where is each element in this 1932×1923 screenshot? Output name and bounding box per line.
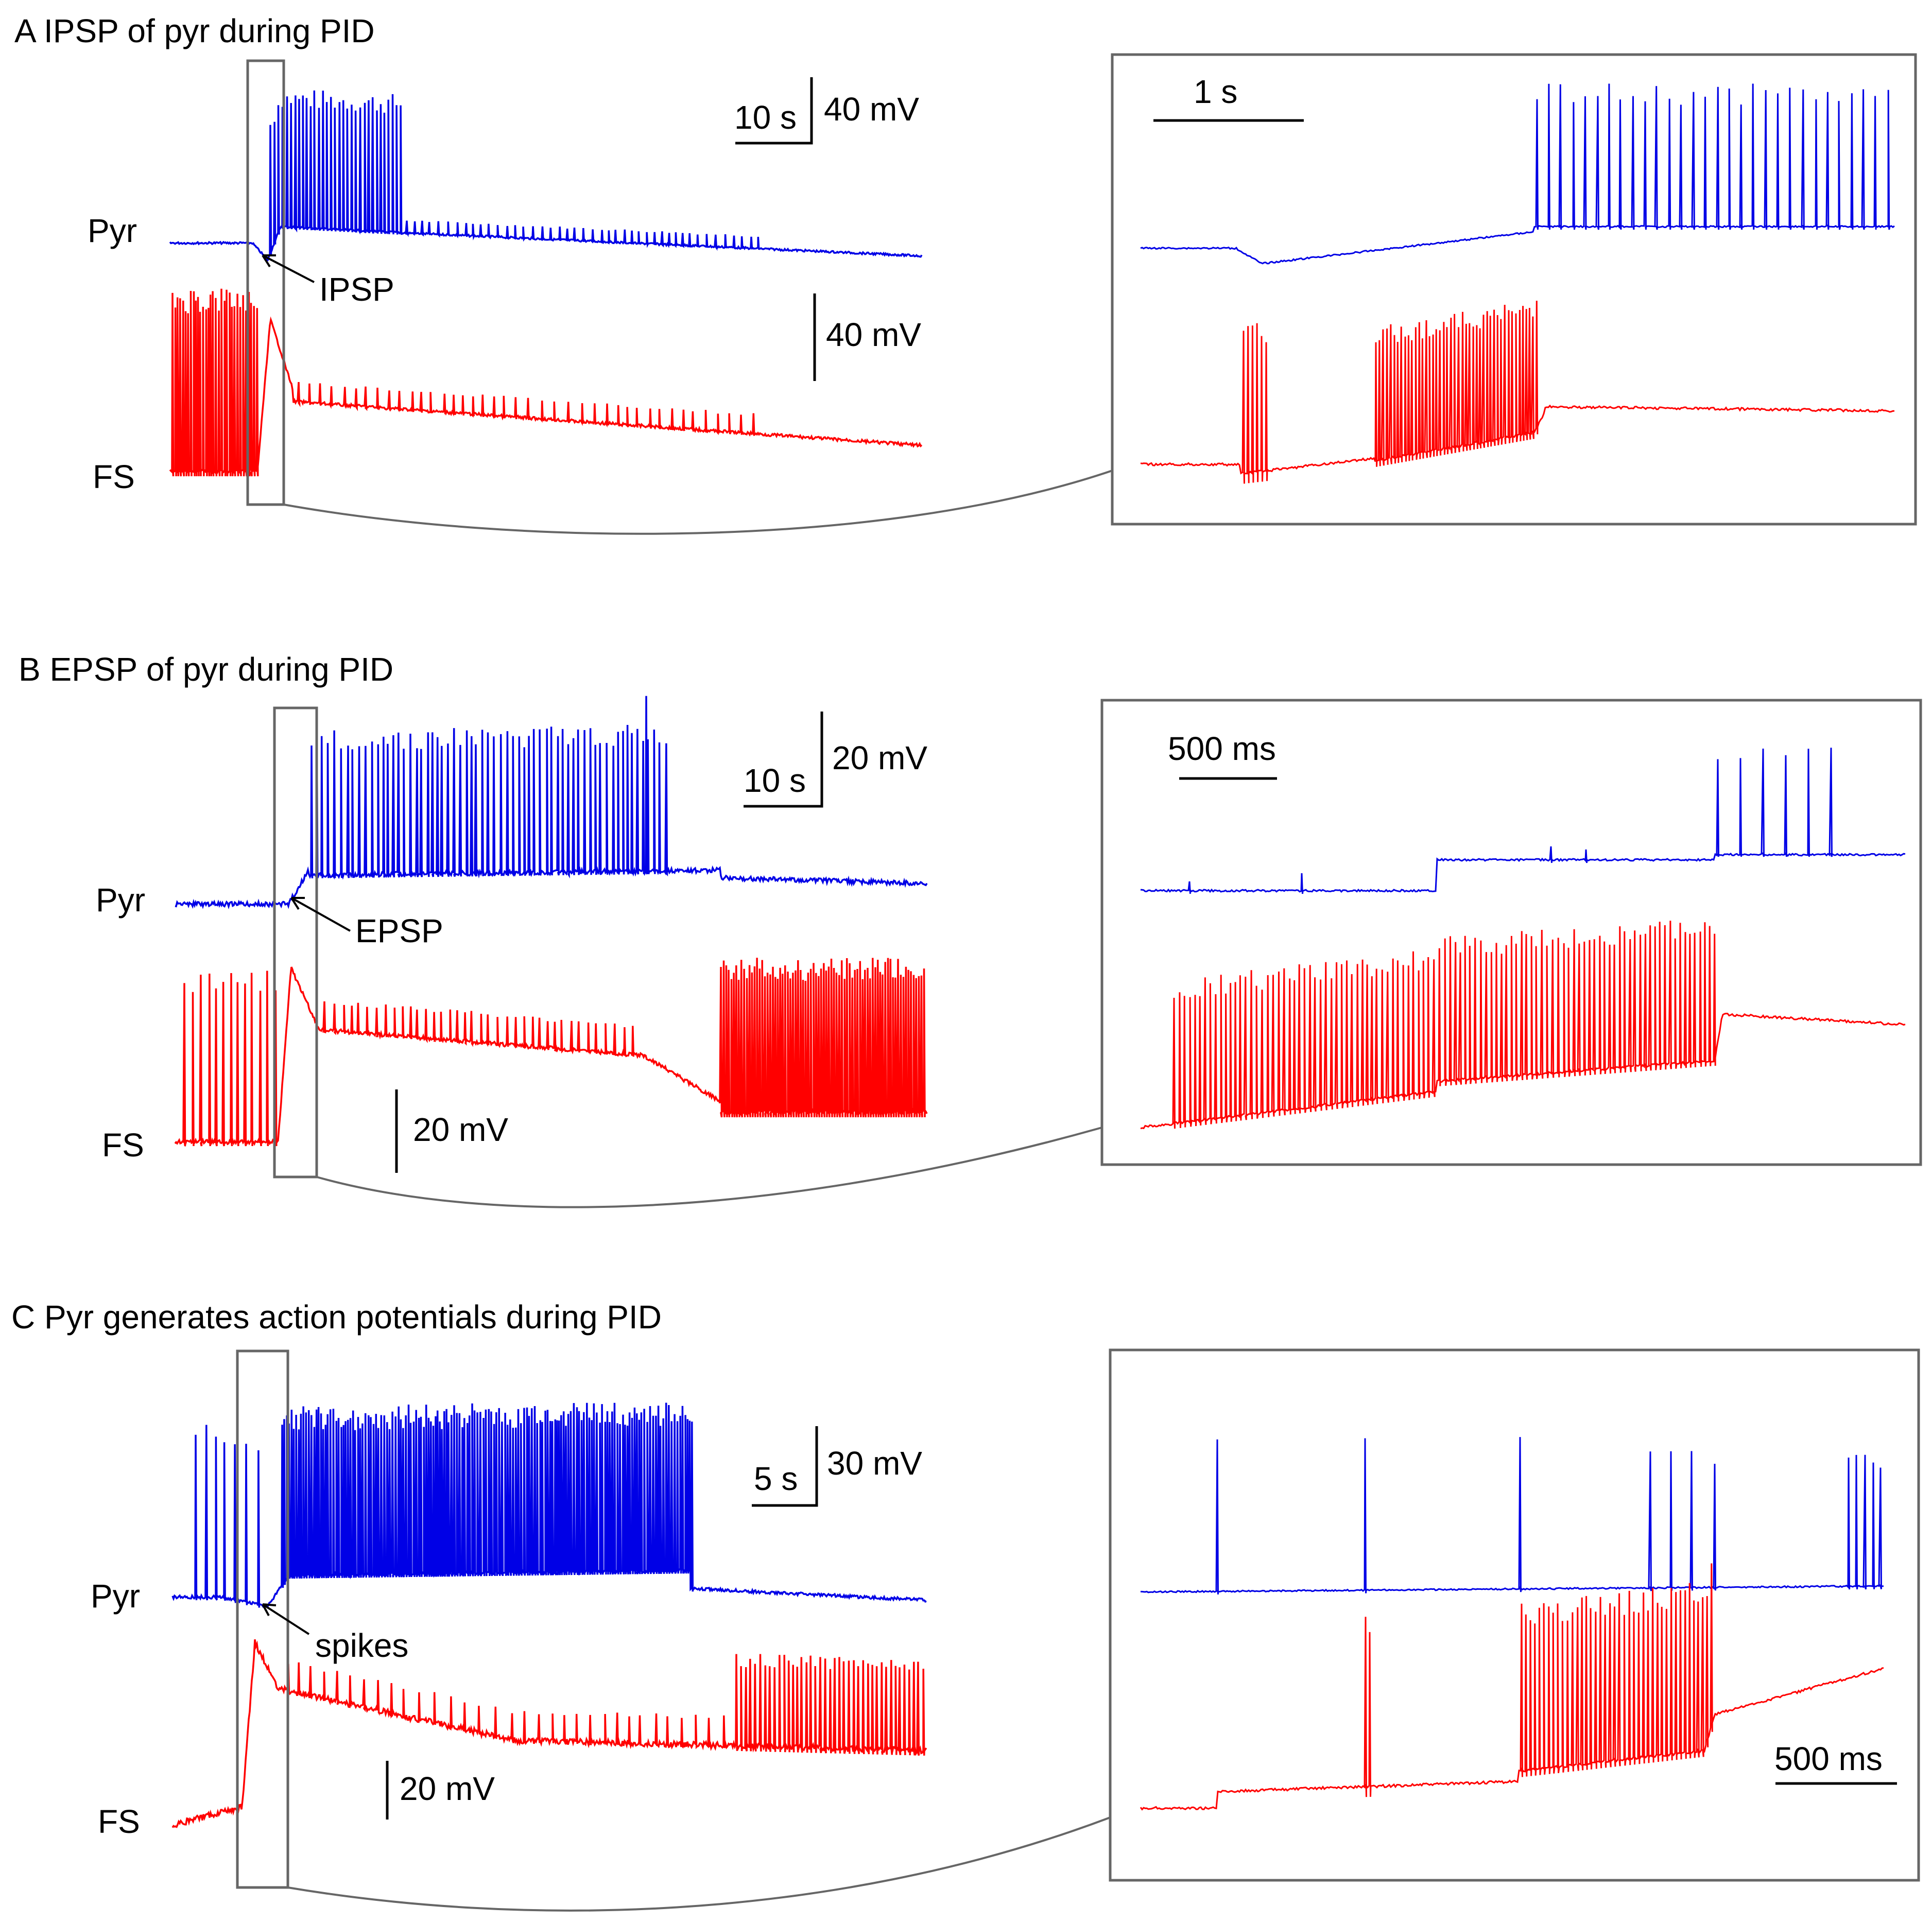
panel-c-zoom-connector — [287, 1816, 1111, 1912]
panel-c-pyr-label: Pyr — [91, 1578, 140, 1615]
panel-a-inset-scalebar-time: 1 s — [1194, 73, 1237, 110]
panel-c-fs-scalebar-voltage: 20 mV — [400, 1770, 495, 1807]
panel-a-annotation: IPSP — [319, 271, 394, 308]
panel-c-scalebar — [752, 1426, 818, 1507]
panel-a-title: A IPSP of pyr during PID — [14, 12, 375, 49]
panel-b-fs-label: FS — [102, 1127, 144, 1164]
panel-b-fs-scalebar-voltage: 20 mV — [413, 1111, 508, 1148]
panel-b-inset-scalebar-time: 500 ms — [1168, 730, 1276, 767]
panel-a-inset-fs-trace — [1140, 301, 1895, 484]
panel-c-inset-fs-trace — [1140, 1563, 1884, 1811]
panel-b-inset-pyr-trace — [1140, 748, 1906, 894]
panel-c-scalebar-time: 5 s — [754, 1460, 798, 1497]
panel-b-title: B EPSP of pyr during PID — [19, 651, 393, 688]
panel-c-arrow — [262, 1603, 310, 1635]
panel-a-inset-pyr-trace — [1140, 83, 1895, 265]
panel-c-annotation: spikes — [315, 1627, 408, 1664]
panel-b-scalebar-time: 10 s — [744, 762, 806, 799]
panel-a-zoom-window — [246, 59, 285, 506]
panel-a-pyr-trace — [169, 90, 923, 262]
panel-a: A IPSP of pyr during PID Pyr FS 10 s 40 … — [14, 12, 1917, 535]
panel-a-arrow — [262, 254, 315, 283]
panel-b-inset-frame — [1100, 699, 1922, 1166]
panel-b: B EPSP of pyr during PID Pyr FS 10 s 20 … — [19, 651, 1922, 1208]
panel-b-scalebar — [744, 712, 823, 808]
panel-b-fs-trace — [174, 958, 928, 1147]
panel-a-pyr-label: Pyr — [88, 212, 137, 249]
panel-a-scalebar-time: 10 s — [734, 99, 797, 136]
panel-c-scalebar-voltage: 30 mV — [827, 1445, 922, 1482]
panel-c-fs-trace — [171, 1639, 927, 1828]
panel-a-scalebar-voltage: 40 mV — [824, 91, 919, 128]
panel-a-fs-trace — [169, 288, 923, 477]
panel-b-scalebar-voltage: 20 mV — [832, 739, 927, 776]
panel-c-zoom-window — [236, 1349, 289, 1889]
panel-c-title: C Pyr generates action potentials during… — [11, 1298, 662, 1336]
panel-c-pyr-trace — [171, 1402, 927, 1609]
panel-a-inset-frame — [1111, 53, 1917, 526]
panel-b-pyr-label: Pyr — [96, 881, 145, 919]
panel-b-inset-fs-trace — [1140, 921, 1906, 1130]
panel-b-arrow — [290, 897, 351, 932]
panel-a-scalebar — [735, 77, 813, 145]
panel-c-inset-frame — [1109, 1348, 1920, 1882]
panel-b-zoom-window — [273, 706, 318, 1179]
panel-b-zoom-connector — [316, 1127, 1102, 1208]
panel-c: C Pyr generates action potentials during… — [11, 1298, 1920, 1912]
panel-b-pyr-trace — [175, 696, 928, 910]
panel-c-fs-label: FS — [98, 1803, 140, 1840]
panel-a-zoom-connector — [283, 470, 1113, 535]
panel-a-fs-label: FS — [93, 458, 135, 495]
panel-c-inset-pyr-trace — [1141, 1437, 1884, 1595]
panel-b-annotation: EPSP — [355, 912, 443, 949]
panel-a-fs-scalebar-voltage: 40 mV — [826, 316, 921, 353]
panel-c-inset-scalebar-time: 500 ms — [1774, 1740, 1883, 1777]
